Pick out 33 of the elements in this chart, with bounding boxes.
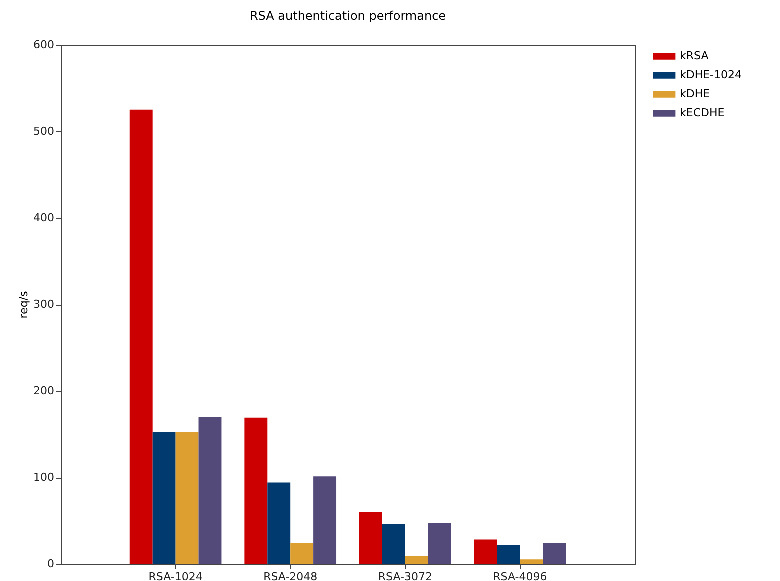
- bar: [290, 543, 314, 564]
- y-tick-label: 300: [34, 298, 54, 311]
- bar: [497, 544, 520, 564]
- bar: [543, 543, 566, 564]
- bar: [359, 512, 382, 564]
- bar: [244, 418, 268, 564]
- bar: [198, 416, 222, 564]
- x-tick-label: RSA-3072: [378, 570, 432, 581]
- legend-label: kDHE-1024: [680, 68, 742, 82]
- legend-label: kECDHE: [680, 106, 725, 120]
- x-tick-label: RSA-1024: [148, 570, 203, 581]
- x-tick-label: RSA-4096: [493, 570, 548, 581]
- bar: [176, 432, 199, 564]
- bar: [405, 556, 428, 564]
- x-tick-label: RSA-2048: [264, 570, 318, 581]
- bar: [428, 523, 452, 564]
- y-tick-label: 100: [34, 471, 54, 484]
- y-tick-label: 0: [48, 558, 54, 570]
- bar: [382, 524, 406, 564]
- bar: [130, 110, 153, 564]
- y-tick-label: 400: [34, 212, 54, 224]
- legend-label: kDHE: [680, 88, 710, 100]
- bar: [268, 482, 291, 564]
- bar: [474, 540, 498, 564]
- y-tick-label: 600: [34, 38, 54, 52]
- bar: [314, 476, 337, 564]
- y-tick-label: 200: [34, 384, 54, 398]
- chart-title: RSA authentication performance: [250, 9, 446, 23]
- y-tick-label: 500: [34, 125, 54, 138]
- bar: [520, 560, 544, 564]
- bar: [152, 432, 176, 564]
- legend-label: kRSA: [680, 50, 710, 62]
- y-axis-title: req/s: [18, 291, 31, 319]
